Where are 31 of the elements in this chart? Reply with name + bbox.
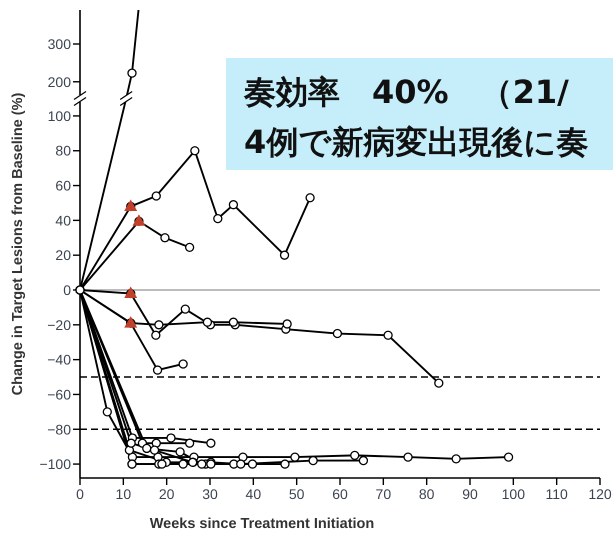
- x-tick-label: 30: [202, 486, 218, 502]
- annotation: 4例で新病変出現後に奏: [244, 123, 588, 161]
- x-tick-label: 60: [332, 486, 348, 502]
- x-axis-title: Weeks since Treatment Initiation: [150, 516, 374, 532]
- x-tick-label: 40: [246, 486, 262, 502]
- y-tick-label: −60: [47, 386, 72, 402]
- y-tick-label: 200: [48, 74, 72, 90]
- x-tick-label: 50: [288, 486, 305, 502]
- x-tick-label: 110: [546, 486, 568, 502]
- y-tick-label: −100: [39, 456, 72, 472]
- x-tick-label: 80: [418, 486, 435, 502]
- y-tick-label: 60: [55, 178, 72, 194]
- y-tick-label: 20: [55, 247, 72, 264]
- y-axis-title: Change in Target Lesions from Baseline (%): [10, 92, 26, 396]
- y-tick-label: 300: [48, 36, 72, 52]
- y-tick-label: 40: [55, 212, 72, 228]
- y-tick-label: −40: [47, 352, 72, 368]
- x-tick-label: 20: [158, 486, 175, 502]
- y-tick-label: −80: [47, 421, 72, 438]
- x-tick-label: 10: [116, 486, 132, 502]
- y-tick-label: 100: [48, 108, 72, 124]
- y-tick-label: 0: [63, 282, 72, 298]
- x-tick-label: 0: [76, 486, 84, 502]
- y-tick-label: 80: [55, 142, 72, 159]
- annotation: 奏効率 40% （21/: [243, 73, 570, 111]
- x-tick-label: 90: [462, 486, 478, 502]
- x-tick-label: 120: [588, 486, 612, 502]
- y-tick-label: −20: [47, 316, 72, 333]
- x-tick-label: 100: [502, 486, 526, 502]
- x-tick-label: 70: [376, 486, 392, 502]
- note: 奏効率 40% （21/ 4例で新病変出現後に奏: [226, 58, 613, 170]
